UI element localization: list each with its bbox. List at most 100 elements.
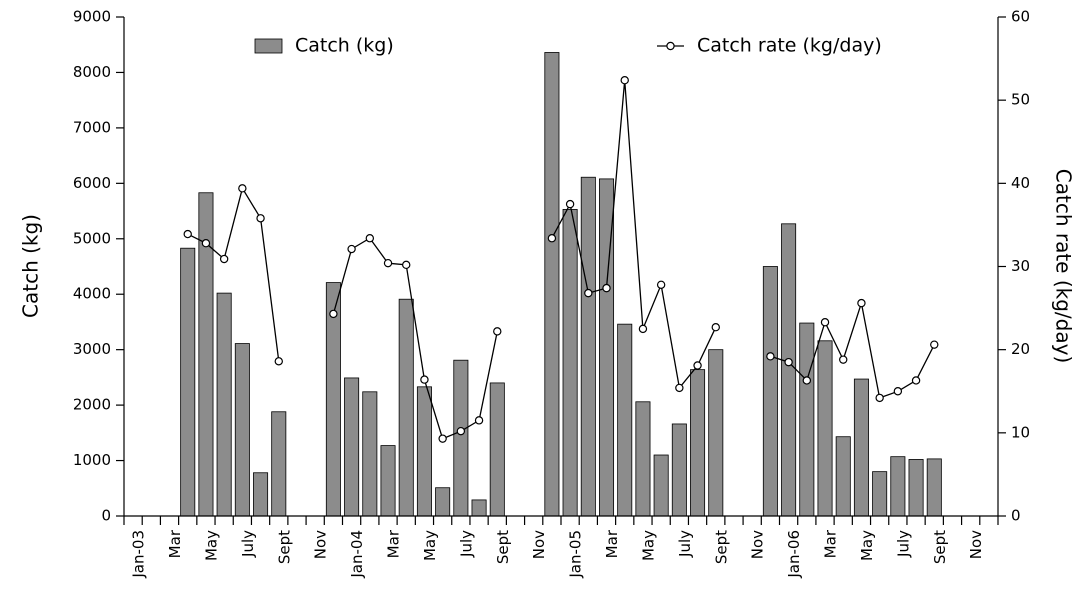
bar (362, 391, 378, 517)
bar (416, 386, 432, 517)
point (219, 254, 229, 264)
point (766, 352, 775, 361)
bar (872, 471, 888, 517)
x-tick-label: Mar (603, 529, 621, 558)
bar (708, 349, 724, 517)
point (183, 229, 192, 239)
x-tick-label: Nov (530, 530, 548, 559)
y2-tick-label: 40 (1011, 174, 1030, 192)
point (839, 355, 848, 364)
x-tick-label: July (239, 530, 257, 558)
bar (216, 292, 232, 517)
x-tick-label: July (894, 530, 912, 558)
point (365, 234, 375, 243)
bar (817, 340, 833, 517)
y-tick-label: 1000 (73, 451, 111, 469)
point (584, 288, 593, 298)
y-tick-label: 5000 (73, 229, 111, 247)
x-tick-label: Nov (312, 530, 330, 559)
bar (180, 247, 196, 517)
bar (690, 369, 706, 517)
bar (544, 52, 560, 517)
x-tick-label: May (639, 530, 657, 561)
point (420, 375, 429, 384)
x-tick-label: July (457, 530, 475, 558)
point (693, 361, 702, 370)
bar (799, 322, 815, 517)
y2-tick-label: 30 (1011, 257, 1030, 275)
bar (671, 423, 687, 517)
bar (890, 456, 906, 517)
x-tick-label: May (858, 530, 876, 561)
bar (271, 411, 287, 517)
point (930, 340, 939, 349)
x-tick-label: May (421, 530, 439, 561)
point (875, 393, 884, 403)
y-tick-label: 3000 (73, 340, 111, 358)
x-tick-label: Jan-06 (785, 530, 803, 579)
y2-axis-label: Catch rate (kg/day) (1052, 169, 1076, 363)
point (474, 416, 484, 425)
bar (617, 323, 633, 517)
bar (435, 487, 451, 517)
y-tick-label: 2000 (73, 396, 111, 414)
x-tick-label: Sept (931, 530, 949, 564)
point (383, 258, 393, 268)
bar (253, 472, 269, 517)
bar (853, 378, 869, 517)
point (238, 184, 247, 193)
bar (234, 343, 250, 517)
y2-tick-label: 0 (1011, 507, 1021, 525)
point (893, 387, 903, 396)
y-tick-label: 6000 (73, 174, 111, 192)
legend-label: Catch rate (kg/day) (697, 35, 882, 57)
point (274, 357, 283, 366)
line (187, 80, 935, 440)
y-axis-label: Catch (kg) (19, 214, 43, 318)
y-tick-label: 9000 (73, 8, 111, 26)
y-tick-label: 8000 (73, 63, 111, 81)
bar (471, 499, 487, 517)
point (711, 323, 720, 332)
x-tick-label: Jan-04 (348, 530, 366, 579)
point (820, 318, 830, 327)
y2-tick-label: 60 (1011, 8, 1030, 26)
point (784, 357, 793, 367)
x-tick-label: Mar (822, 529, 840, 558)
point (329, 309, 338, 319)
point (402, 260, 411, 270)
bar (562, 208, 578, 517)
bar (908, 459, 924, 517)
x-tick-label: May (202, 530, 220, 561)
x-tick-label: Sept (712, 530, 730, 564)
bar (398, 298, 414, 517)
bar (926, 458, 942, 517)
bar (835, 436, 851, 517)
bar (380, 445, 396, 517)
x-tick-label: Nov (749, 530, 767, 559)
point (456, 426, 466, 436)
bar (762, 266, 778, 517)
point (802, 376, 812, 385)
x-tick-label: Sept (275, 530, 293, 564)
point (911, 376, 921, 385)
point (857, 298, 866, 308)
point (638, 324, 648, 334)
y-tick-label: 4000 (73, 285, 111, 303)
point (675, 383, 684, 393)
x-tick-label: Sept (494, 530, 512, 564)
point (438, 434, 447, 443)
y2-tick-label: 20 (1011, 340, 1030, 358)
x-tick-label: Jan-05 (567, 530, 585, 579)
x-tick-label: Nov (967, 530, 985, 559)
point (256, 214, 265, 223)
bar (635, 401, 651, 517)
x-tick-label: Mar (385, 529, 403, 558)
y-tick-label: 0 (101, 507, 111, 525)
bar (580, 176, 596, 517)
point (602, 283, 611, 293)
point (347, 244, 356, 254)
y2-tick-label: 10 (1011, 423, 1030, 441)
point (493, 327, 502, 336)
